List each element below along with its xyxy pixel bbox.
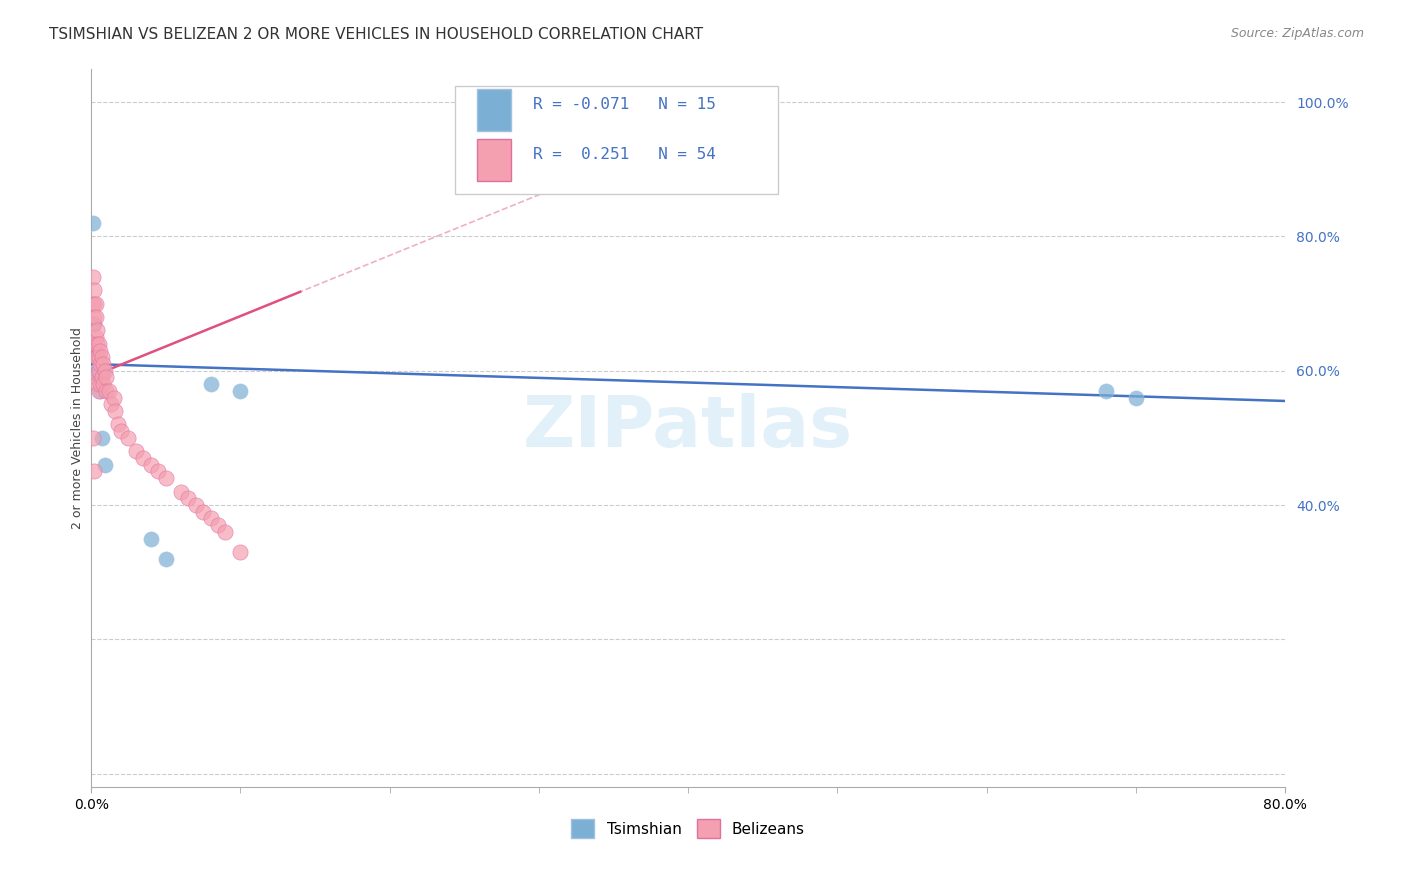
Text: R = -0.071   N = 15: R = -0.071 N = 15 <box>533 97 716 112</box>
Point <box>84 351 107 365</box>
Point <box>82 337 104 351</box>
Point <box>83 317 105 331</box>
Point <box>98 384 121 398</box>
Point <box>139 532 162 546</box>
Point <box>82 431 104 445</box>
Point <box>170 484 193 499</box>
Point <box>84 330 107 344</box>
Point <box>214 524 236 539</box>
Point <box>86 351 108 365</box>
Point <box>229 545 252 559</box>
Point <box>200 377 222 392</box>
Text: Source: ZipAtlas.com: Source: ZipAtlas.com <box>1230 27 1364 40</box>
Text: R =  0.251   N = 54: R = 0.251 N = 54 <box>533 147 716 162</box>
Y-axis label: 2 or more Vehicles in Household: 2 or more Vehicles in Household <box>72 326 84 529</box>
FancyBboxPatch shape <box>456 87 778 194</box>
Point <box>83 337 105 351</box>
Point <box>91 364 114 378</box>
Point <box>107 417 129 432</box>
Point <box>86 364 108 378</box>
Point <box>93 364 115 378</box>
Point <box>82 317 104 331</box>
Point <box>87 364 110 378</box>
Point <box>84 296 107 310</box>
Point <box>83 283 105 297</box>
Point <box>89 377 111 392</box>
Text: TSIMSHIAN VS BELIZEAN 2 OR MORE VEHICLES IN HOUSEHOLD CORRELATION CHART: TSIMSHIAN VS BELIZEAN 2 OR MORE VEHICLES… <box>49 27 703 42</box>
Point <box>82 269 104 284</box>
Point <box>91 357 114 371</box>
Point <box>139 458 162 472</box>
Point <box>89 384 111 398</box>
Point <box>155 471 177 485</box>
Point <box>82 216 104 230</box>
Point <box>90 351 112 365</box>
Point <box>86 337 108 351</box>
Point <box>82 296 104 310</box>
Point <box>104 404 127 418</box>
Point <box>87 370 110 384</box>
Point <box>94 384 117 398</box>
Point <box>87 351 110 365</box>
Point <box>83 296 105 310</box>
Point <box>110 424 132 438</box>
FancyBboxPatch shape <box>477 139 512 181</box>
Point <box>87 384 110 398</box>
Point <box>184 498 207 512</box>
Point <box>86 377 108 392</box>
Point <box>93 458 115 472</box>
Point <box>1095 384 1118 398</box>
Point <box>84 370 107 384</box>
Point <box>117 431 139 445</box>
Point <box>90 431 112 445</box>
Point <box>125 444 148 458</box>
Point <box>89 357 111 371</box>
Point <box>148 465 170 479</box>
Point <box>177 491 200 506</box>
Point <box>200 511 222 525</box>
Point <box>84 310 107 324</box>
Point <box>91 377 114 392</box>
Point <box>84 343 107 358</box>
Text: ZIPatlas: ZIPatlas <box>523 393 853 462</box>
Point <box>155 551 177 566</box>
Point <box>83 465 105 479</box>
Point <box>90 370 112 384</box>
Point <box>86 323 108 337</box>
Point <box>89 343 111 358</box>
Legend: Tsimshian, Belizeans: Tsimshian, Belizeans <box>565 814 811 844</box>
FancyBboxPatch shape <box>477 88 512 131</box>
Point <box>83 310 105 324</box>
Point <box>103 391 125 405</box>
Point <box>207 518 229 533</box>
Point <box>191 505 214 519</box>
Point <box>100 397 122 411</box>
Point <box>94 370 117 384</box>
Point <box>229 384 252 398</box>
Point <box>132 451 155 466</box>
Point <box>87 337 110 351</box>
Point <box>1125 391 1147 405</box>
